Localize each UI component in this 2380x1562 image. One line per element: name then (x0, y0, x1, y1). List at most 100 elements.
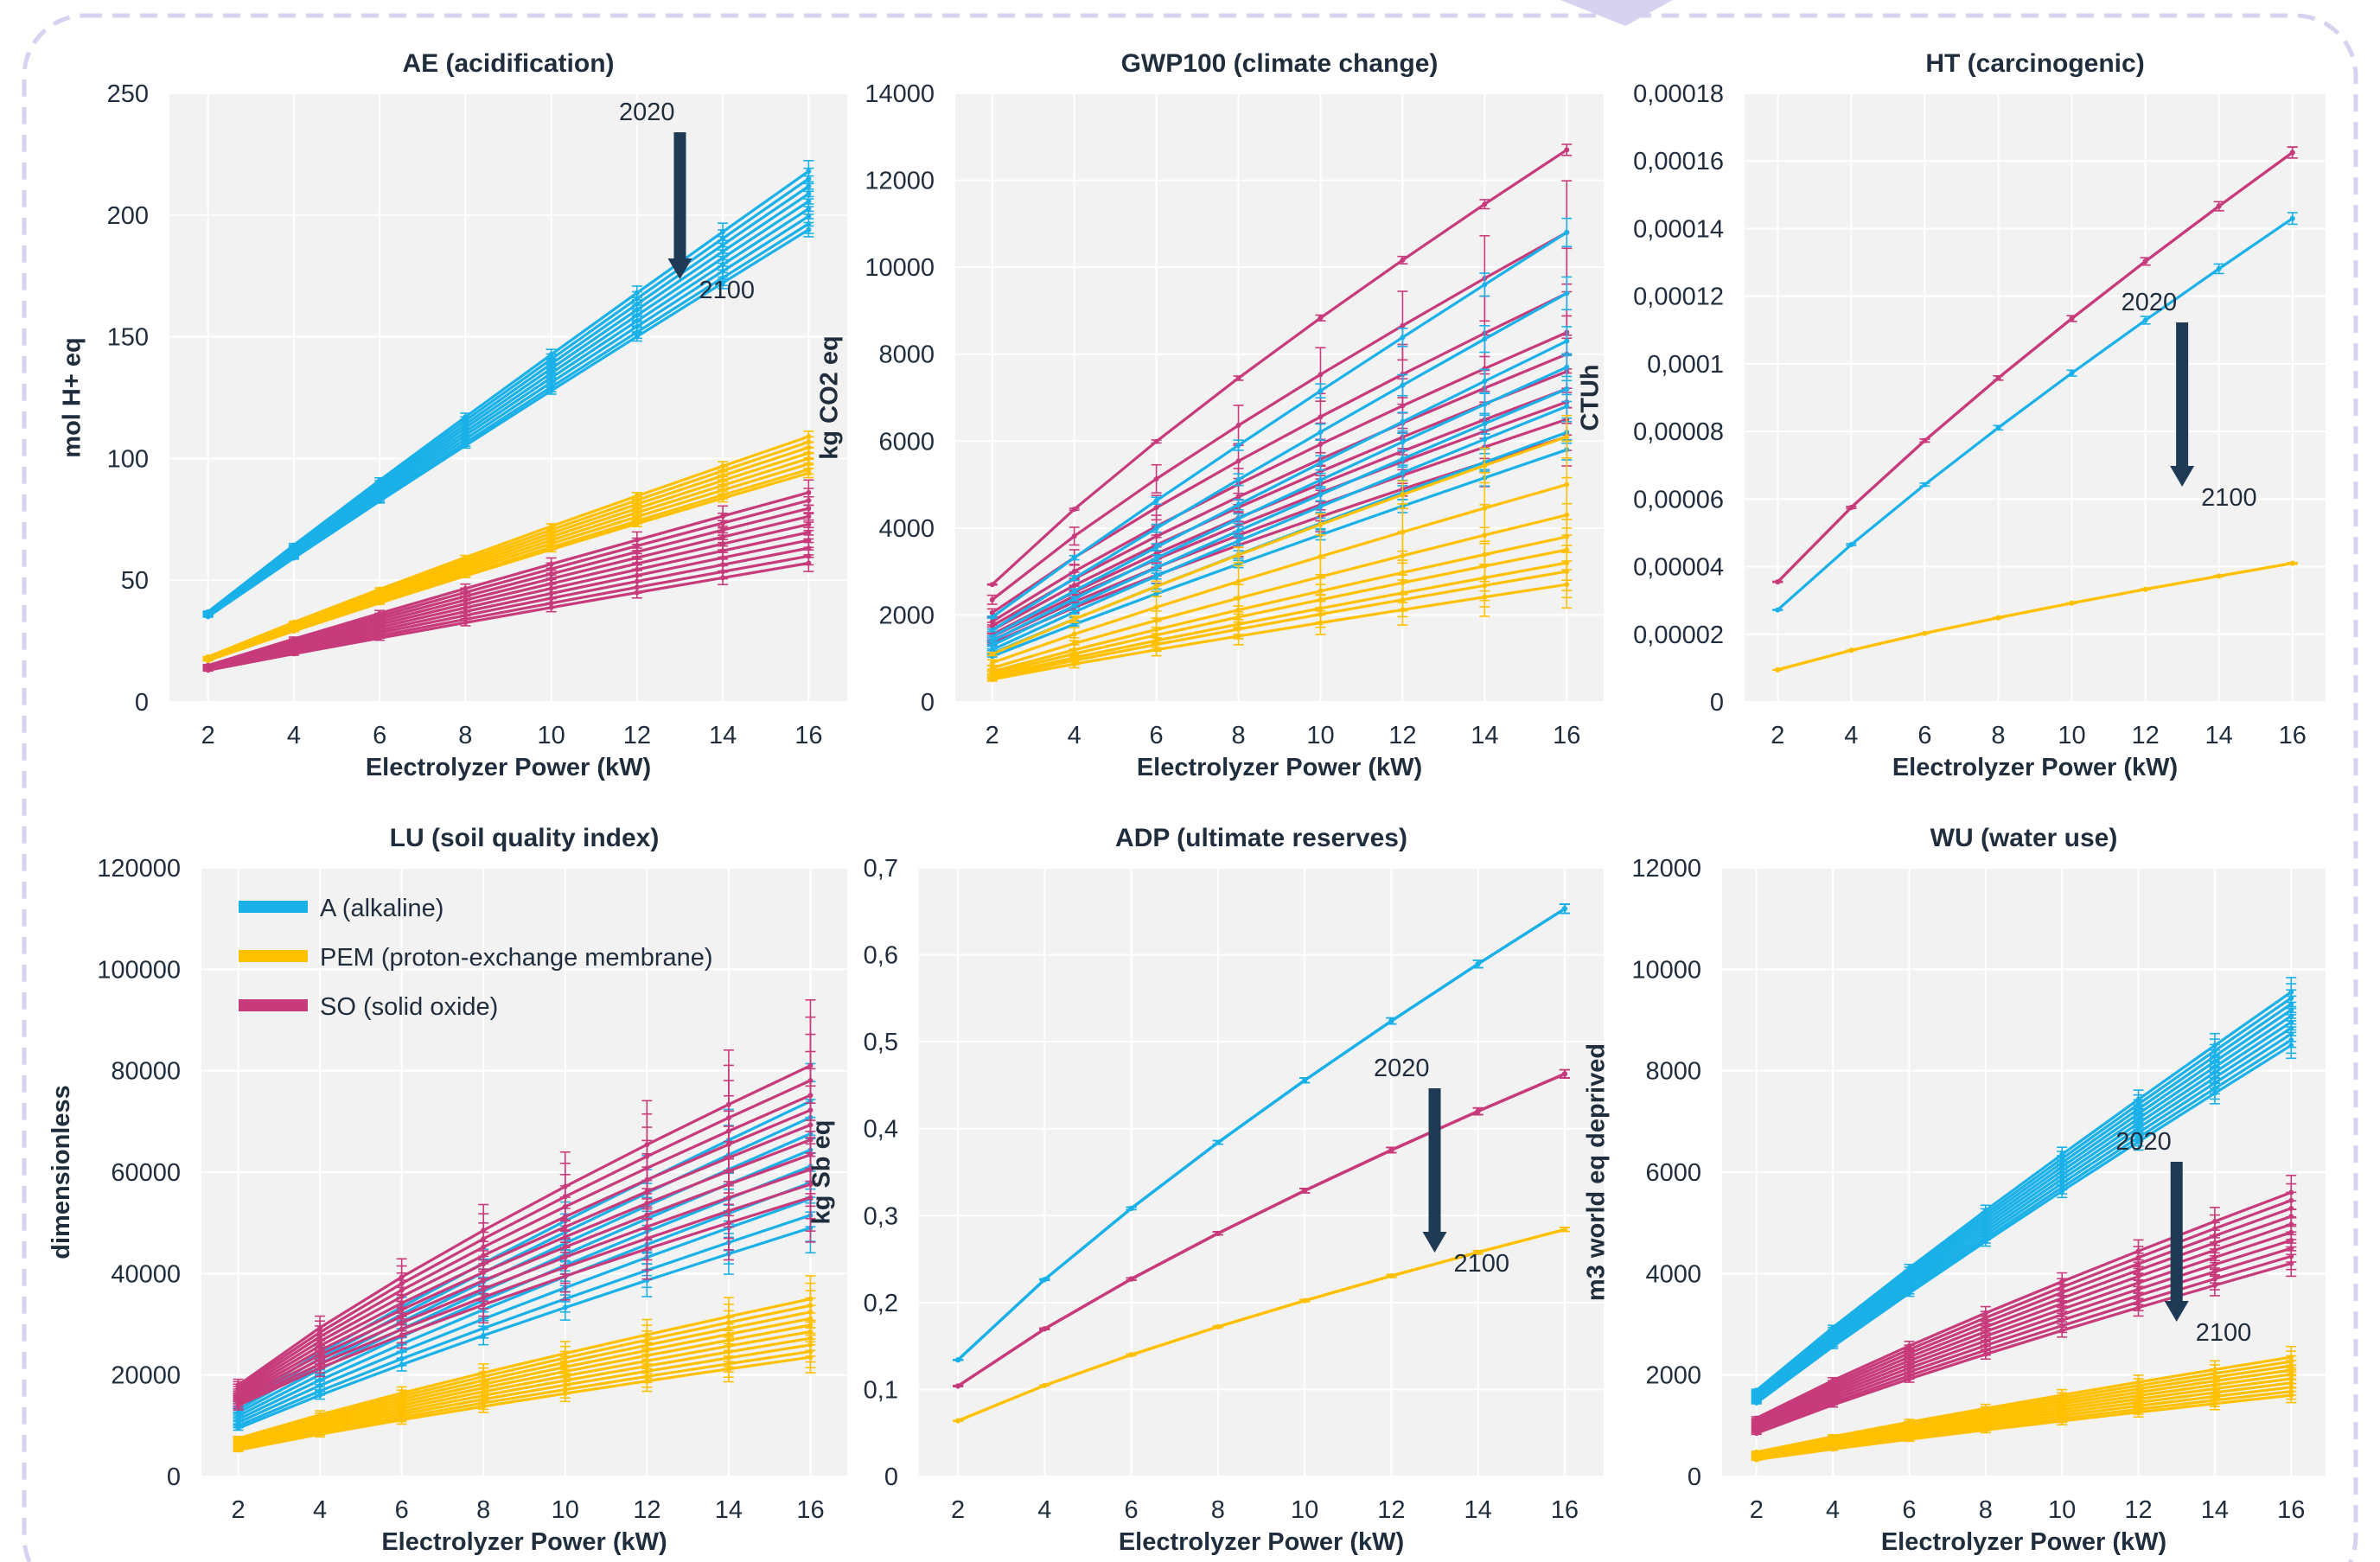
chart-3: 0 0,00002 0,00004 0,00006 0,00008 0,0001 0,000… (1577, 49, 2326, 781)
annotation-start-year: 2020 (2122, 289, 2178, 316)
y-tick-label: 6000 (878, 428, 935, 456)
data-point (1071, 616, 1077, 622)
data-point (1235, 476, 1241, 482)
data-point (725, 1220, 731, 1226)
chart-5: 0 0,1 0,2 0,3 0,4 0,5 0,6 0,7 2 4 6 8 10 12 14 16 ADP (u… (808, 824, 1604, 1556)
data-point (2288, 1393, 2294, 1399)
series-so (1751, 1250, 2297, 1437)
data-point (1564, 386, 1570, 392)
series-line-so (1756, 1262, 2292, 1435)
data-point (1400, 257, 1406, 263)
chart-title: HT (carcinogenic) (1925, 49, 2144, 78)
x-tick-label: 8 (1211, 1496, 1225, 1524)
series-a (986, 375, 1573, 648)
data-point (1071, 609, 1077, 615)
data-point (317, 1365, 323, 1371)
series-line-so (1756, 1231, 2292, 1428)
x-tick-label: 4 (313, 1496, 327, 1524)
series-line-a (207, 200, 810, 615)
data-point (1235, 633, 1241, 639)
plot-area (919, 868, 1604, 1476)
arrow-shaft (673, 132, 686, 260)
series-line-a (207, 214, 810, 617)
series-line-a (991, 366, 1567, 643)
series-line-so (207, 539, 809, 671)
data-point (1215, 1230, 1221, 1236)
data-point (463, 620, 469, 626)
series-line-so (991, 353, 1567, 628)
series-pem (953, 1227, 1570, 1424)
data-point (644, 1378, 650, 1384)
series-line-pem (992, 561, 1567, 678)
data-point (2069, 316, 2075, 322)
series-so (986, 143, 1573, 588)
series-a (986, 217, 1573, 620)
series-line-so (1756, 1246, 2292, 1431)
x-tick-label: 14 (2205, 722, 2233, 749)
data-point (1153, 498, 1159, 504)
series-line-pem (238, 1304, 811, 1442)
x-tick-label: 8 (458, 722, 472, 749)
data-point (2216, 265, 2222, 271)
y-tick-label: 50 (121, 567, 149, 595)
data-point (955, 1383, 961, 1389)
series-line-a (1755, 1021, 2293, 1399)
series-line-a (207, 185, 810, 615)
data-point (1153, 590, 1159, 596)
y-tick-label: 0,7 (864, 855, 898, 883)
series-line-pem (238, 1323, 811, 1445)
legend-label-a: A (alkaline) (320, 895, 443, 922)
data-point (1400, 322, 1406, 328)
data-point (989, 609, 995, 615)
series-line-a (1755, 1032, 2293, 1402)
x-tick-label: 2 (1750, 1496, 1764, 1524)
data-point (807, 1195, 814, 1201)
y-tick-label: 40000 (111, 1260, 181, 1288)
x-tick-label: 16 (1553, 722, 1580, 749)
data-point (1215, 1139, 1221, 1145)
data-point (1564, 582, 1570, 588)
x-axis-label: Electrolyzer Power (kW) (366, 754, 651, 781)
x-axis-label: Electrolyzer Power (kW) (1881, 1528, 2166, 1556)
series-line-so (237, 1079, 812, 1389)
x-tick-label: 4 (287, 722, 301, 749)
series-line-pem (238, 1343, 811, 1450)
series-line-so (991, 387, 1567, 636)
series-line-so (207, 531, 809, 670)
x-tick-label: 12 (2124, 1496, 2152, 1524)
y-tick-label: 12000 (865, 168, 935, 195)
y-axis-label: CTUh (1577, 364, 1605, 430)
data-point (720, 575, 726, 581)
data-point (2289, 560, 2295, 566)
data-point (463, 573, 469, 579)
data-point (1128, 1276, 1134, 1282)
series-line-so (1756, 1207, 2292, 1423)
series-line-a (991, 291, 1568, 632)
y-tick-label: 4000 (878, 515, 935, 543)
x-tick-label: 8 (476, 1496, 490, 1524)
data-point (1153, 545, 1159, 551)
data-point (1318, 315, 1324, 321)
data-point (1318, 492, 1324, 498)
x-tick-label: 14 (715, 1496, 743, 1524)
data-point (989, 676, 995, 682)
data-point (1318, 620, 1324, 626)
data-point (1235, 443, 1241, 449)
series-line-pem (238, 1310, 811, 1443)
data-point (2289, 150, 2295, 156)
data-point (1302, 1297, 1308, 1304)
annotation-end-year: 2100 (2196, 1319, 2252, 1347)
data-point (2059, 1188, 2065, 1194)
series-line-pem (238, 1330, 811, 1447)
data-point (235, 1425, 241, 1431)
data-point (481, 1404, 487, 1410)
data-point (1848, 647, 1854, 653)
x-tick-label: 6 (1902, 1496, 1916, 1524)
data-point (1302, 1188, 1308, 1194)
data-point (1318, 388, 1324, 394)
y-tick-label: 0,00008 (1633, 418, 1724, 446)
series-line-a (237, 1100, 812, 1405)
data-point (290, 651, 297, 657)
data-point (1830, 1402, 1836, 1408)
x-tick-label: 14 (1464, 1496, 1492, 1524)
